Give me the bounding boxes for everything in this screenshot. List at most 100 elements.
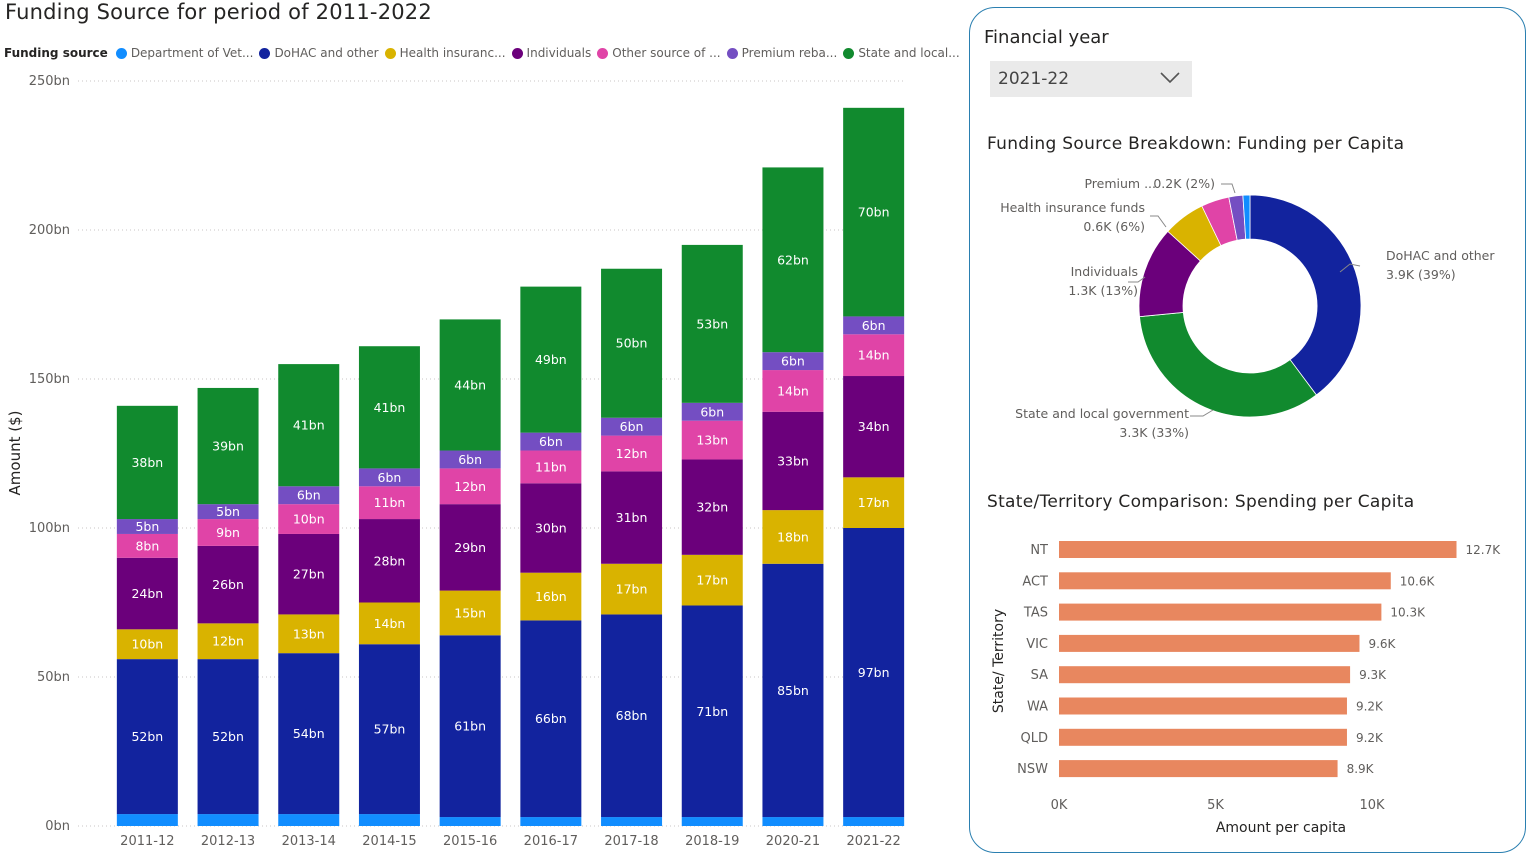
bar-segment[interactable] bbox=[358, 644, 420, 815]
bar-segment[interactable] bbox=[439, 319, 501, 451]
bar-segment[interactable] bbox=[278, 504, 340, 534]
legend-item[interactable]: Health insuranc... bbox=[384, 46, 506, 60]
bar-segment[interactable] bbox=[601, 268, 663, 418]
bar-segment[interactable] bbox=[601, 471, 663, 564]
bar-segment[interactable] bbox=[520, 817, 582, 826]
bar-segment[interactable] bbox=[762, 411, 824, 511]
bar-segment[interactable] bbox=[520, 432, 582, 451]
bar-segment[interactable] bbox=[116, 533, 178, 558]
bar-segment[interactable] bbox=[843, 316, 905, 335]
donut-slice[interactable] bbox=[1139, 311, 1317, 418]
state-bar[interactable] bbox=[1059, 603, 1382, 621]
bar-segment[interactable] bbox=[197, 545, 259, 624]
bar-segment[interactable] bbox=[520, 450, 582, 484]
bar-segment[interactable] bbox=[278, 653, 340, 815]
bar-segment[interactable] bbox=[843, 817, 905, 826]
bar-segment[interactable] bbox=[520, 620, 582, 818]
bar-segment[interactable] bbox=[197, 814, 259, 826]
bar-segment[interactable] bbox=[439, 450, 501, 469]
state-bar[interactable] bbox=[1059, 634, 1360, 652]
bar-segment[interactable] bbox=[762, 817, 824, 826]
bar-stack[interactable]: 52bn 12bn 26bn 9bn 5bn 39bn bbox=[197, 387, 259, 826]
bar-segment[interactable] bbox=[358, 486, 420, 520]
bar-segment[interactable] bbox=[439, 635, 501, 818]
bar-stack[interactable]: 57bn 14bn 28bn 11bn 6bn 41bn bbox=[358, 346, 420, 826]
bar-segment[interactable] bbox=[358, 519, 420, 603]
bar-segment[interactable] bbox=[358, 814, 420, 826]
bar-segment[interactable] bbox=[116, 519, 178, 534]
legend-item[interactable]: Premium reba... bbox=[726, 46, 837, 60]
bar-segment[interactable] bbox=[358, 602, 420, 645]
bar-segment[interactable] bbox=[116, 557, 178, 630]
legend-item[interactable]: DoHAC and other bbox=[259, 46, 379, 60]
financial-year-dropdown[interactable]: 2021-22 bbox=[990, 61, 1192, 97]
bar-segment[interactable] bbox=[197, 519, 259, 546]
bar-segment[interactable] bbox=[439, 590, 501, 636]
bar-segment[interactable] bbox=[843, 376, 905, 478]
bar-segment[interactable] bbox=[681, 244, 743, 403]
bar-stack[interactable]: 71bn 17bn 32bn 13bn 6bn 53bn bbox=[681, 244, 743, 826]
bar-segment[interactable] bbox=[762, 510, 824, 564]
bar-stack[interactable]: 61bn 15bn 29bn 12bn 6bn 44bn bbox=[439, 319, 501, 826]
bar-segment[interactable] bbox=[681, 459, 743, 555]
bar-segment[interactable] bbox=[762, 352, 824, 371]
bar-segment[interactable] bbox=[278, 814, 340, 826]
bar-segment[interactable] bbox=[762, 370, 824, 412]
donut-slice[interactable] bbox=[1249, 194, 1362, 396]
bar-segment[interactable] bbox=[278, 364, 340, 487]
bar-segment[interactable] bbox=[278, 614, 340, 654]
legend-item[interactable]: Individuals bbox=[511, 46, 591, 60]
bar-segment[interactable] bbox=[520, 483, 582, 573]
state-bar[interactable] bbox=[1059, 541, 1457, 558]
bar-stack[interactable]: 54bn 13bn 27bn 10bn 6bn 41bn bbox=[278, 364, 340, 826]
bar-segment[interactable] bbox=[762, 167, 824, 353]
state-bar[interactable] bbox=[1059, 728, 1347, 746]
bar-segment[interactable] bbox=[601, 817, 663, 826]
bar-segment[interactable] bbox=[681, 402, 743, 421]
bar-segment[interactable] bbox=[681, 554, 743, 606]
bar-stack[interactable]: 52bn 10bn 24bn 8bn 5bn 38bn bbox=[116, 405, 178, 826]
bar-segment[interactable] bbox=[278, 486, 340, 505]
bar-segment[interactable] bbox=[601, 417, 663, 436]
legend-item[interactable]: Department of Vet... bbox=[115, 46, 253, 60]
state-bar[interactable] bbox=[1059, 697, 1347, 715]
bar-segment[interactable] bbox=[197, 623, 259, 660]
state-bar[interactable] bbox=[1059, 572, 1391, 590]
bar-segment[interactable] bbox=[843, 528, 905, 818]
legend-item[interactable]: State and local... bbox=[843, 46, 960, 60]
legend-item[interactable]: Other source of ... bbox=[597, 46, 721, 60]
state-bar[interactable] bbox=[1059, 666, 1351, 684]
bar-segment[interactable] bbox=[439, 504, 501, 591]
bar-segment[interactable] bbox=[197, 504, 259, 520]
bar-segment[interactable] bbox=[681, 605, 743, 818]
bar-segment[interactable] bbox=[116, 814, 178, 826]
bar-segment[interactable] bbox=[197, 659, 259, 815]
bar-segment[interactable] bbox=[843, 334, 905, 377]
bar-segment[interactable] bbox=[681, 817, 743, 826]
bar-segment[interactable] bbox=[116, 629, 178, 660]
bar-segment[interactable] bbox=[439, 468, 501, 505]
bar-segment[interactable] bbox=[520, 572, 582, 621]
bar-segment[interactable] bbox=[843, 477, 905, 528]
bar-segment[interactable] bbox=[681, 420, 743, 460]
bar-segment[interactable] bbox=[601, 435, 663, 472]
bar-segment[interactable] bbox=[116, 405, 178, 520]
bar-segment[interactable] bbox=[197, 387, 259, 505]
bar-segment[interactable] bbox=[762, 563, 824, 818]
bar-segment[interactable] bbox=[843, 107, 905, 317]
bar-segment[interactable] bbox=[358, 468, 420, 487]
bar-stack[interactable]: 85bn 18bn 33bn 14bn 6bn 62bn bbox=[762, 167, 824, 826]
bar-stack[interactable]: 97bn 17bn 34bn 14bn 6bn 70bn bbox=[843, 107, 905, 826]
bar-segment[interactable] bbox=[278, 533, 340, 615]
bar-segment[interactable] bbox=[439, 817, 501, 826]
donut-slice[interactable] bbox=[1242, 194, 1251, 240]
bar-segment[interactable] bbox=[601, 563, 663, 615]
bar-segment[interactable] bbox=[358, 346, 420, 469]
y-tick-label: VIC bbox=[1026, 637, 1048, 652]
bar-stack[interactable]: 68bn 17bn 31bn 12bn 6bn 50bn bbox=[601, 268, 663, 826]
state-bar[interactable] bbox=[1059, 760, 1338, 778]
bar-segment[interactable] bbox=[116, 659, 178, 815]
bar-segment[interactable] bbox=[520, 286, 582, 433]
bar-stack[interactable]: 66bn 16bn 30bn 11bn 6bn 49bn bbox=[520, 286, 582, 826]
bar-segment[interactable] bbox=[601, 614, 663, 818]
